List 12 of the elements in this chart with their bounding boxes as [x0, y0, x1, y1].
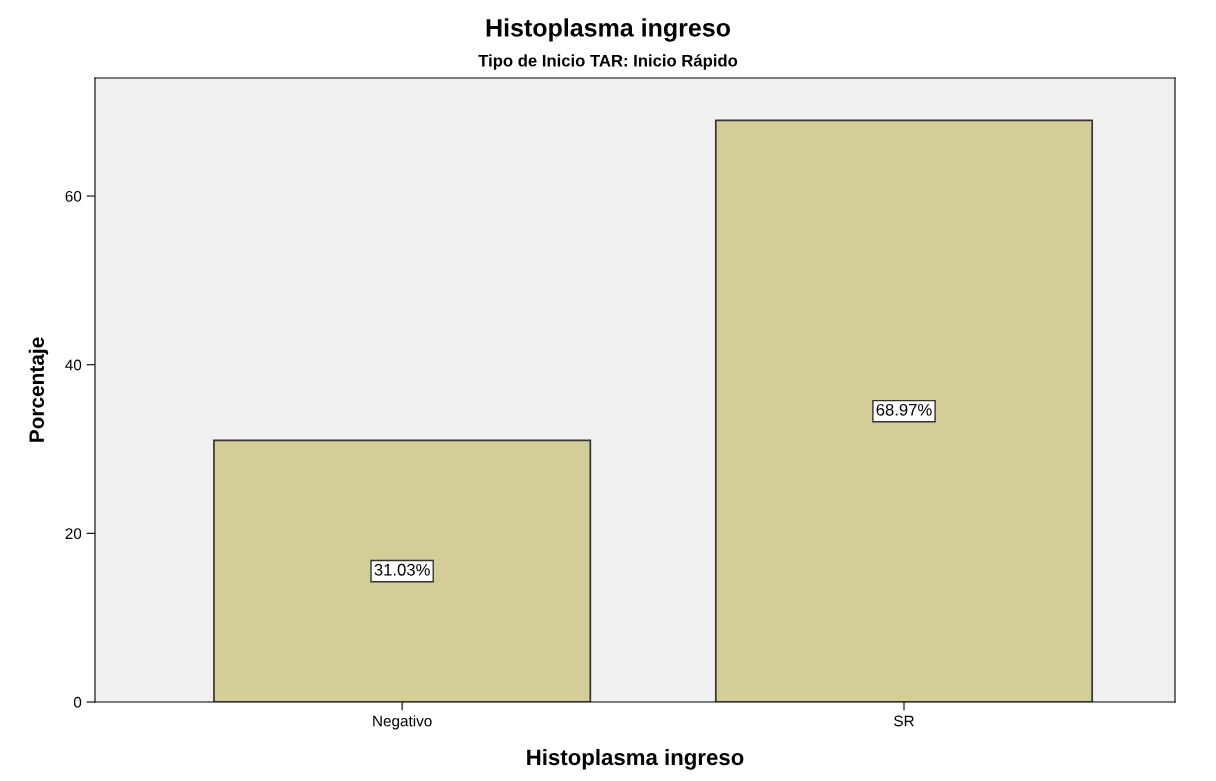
- y-tick-label: 20: [65, 528, 82, 540]
- y-tick-label: 60: [65, 190, 82, 202]
- y-axis-title: Porcentaje: [28, 337, 49, 442]
- data-label: 31.03%: [374, 563, 430, 576]
- x-tick-label: Negativo: [373, 715, 432, 730]
- y-tick-label: 0: [73, 696, 82, 708]
- x-tick-label: SR: [894, 715, 914, 727]
- x-axis-title: Histoplasma ingreso: [527, 748, 744, 770]
- chart-title: Histoplasma ingreso: [486, 18, 730, 42]
- data-label: 68.97%: [876, 403, 932, 416]
- chart-subtitle: Tipo de Inicio TAR: Inicio Rápido: [478, 54, 738, 70]
- y-tick-label: 40: [65, 359, 82, 371]
